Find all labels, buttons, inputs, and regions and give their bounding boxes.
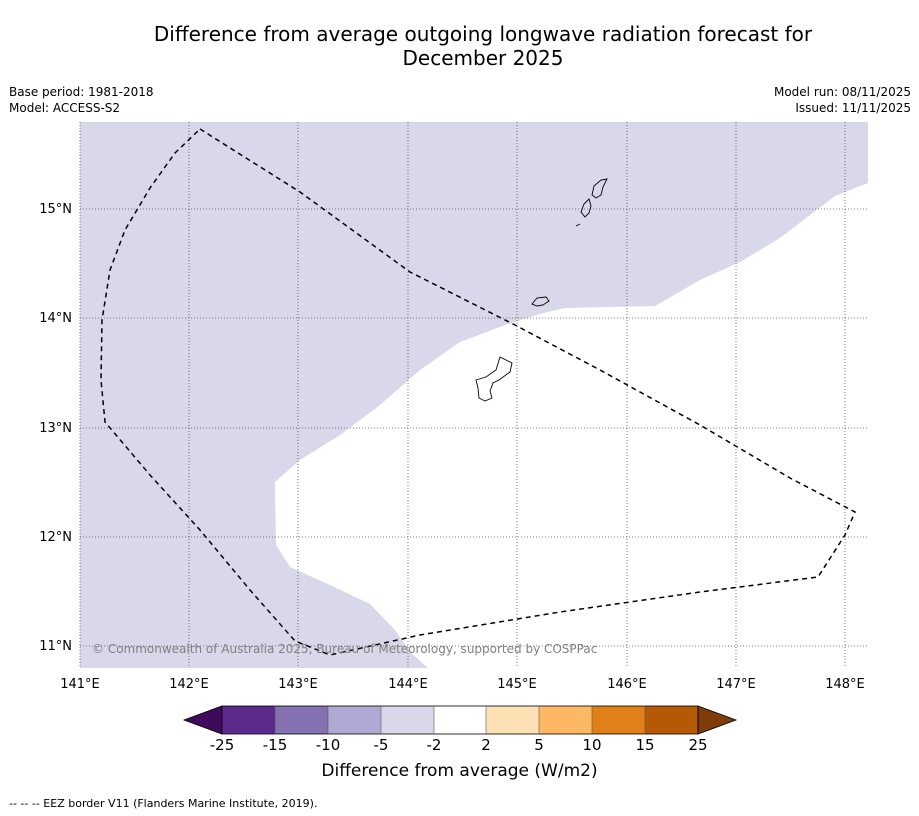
colorbar-label-text: Difference from average (W/m2) [321,761,598,781]
footnote: -- -- -- EEZ border V11 (Flanders Marine… [9,797,318,810]
colorbar-segment [592,706,645,734]
lon-label: 146°E [607,677,647,692]
colorbar-segment [381,706,434,734]
issued-date: Issued: 11/11/2025 [795,101,911,115]
lon-label: 142°E [169,677,209,692]
colorbar-segment [222,706,275,734]
lat-label: 14°N [39,311,72,326]
title-line-1: Difference from average outgoing longwav… [153,22,813,46]
lon-label: 145°E [497,677,537,692]
colorbar-tick: 2 [481,736,491,754]
colorbar-label: Difference from average (W/m2) [0,761,919,781]
model-name: Model: ACCESS-S2 [9,101,121,115]
colorbar-tick: 15 [635,736,655,754]
colorbar-tick: -10 [315,736,341,754]
colorbar-low-arrow [182,705,223,735]
colorbar-tick: -25 [209,736,235,754]
map-panel: © Commonwealth of Australia 2025, Bureau… [79,122,868,668]
colorbar-outline [221,705,699,735]
meta-right: Model run: 08/11/2025 Issued: 11/11/2025 [774,84,911,116]
lat-label: 13°N [39,421,72,436]
colorbar-high-arrow [697,705,738,735]
lon-label: 148°E [825,677,865,692]
lat-labels: 15°N 14°N 13°N 12°N 11°N [39,202,72,654]
colorbar-segment [434,706,486,734]
lat-label: 12°N [39,530,72,545]
gridlines [79,122,868,668]
title-line-2: December 2025 [402,46,564,70]
model-run: Model run: 08/11/2025 [773,85,911,99]
island-tinian [580,198,592,218]
colorbar-segment [539,706,592,734]
colorbar-dividers [274,706,646,734]
colorbar-tick: -2 [426,736,442,754]
island-guam [475,356,513,402]
meta-left: Base period: 1981-2018 Model: ACCESS-S2 [9,84,154,116]
colorbar-segment [275,706,328,734]
map-title: Difference from average outgoing longwav… [0,22,919,70]
colorbar-tick: -5 [373,736,389,754]
colorbar-segment [645,706,698,734]
colorbar-segment [486,706,539,734]
lat-label: 15°N [39,202,72,217]
lon-labels: 141°E 142°E 143°E 144°E 145°E 146°E 147°… [60,677,865,692]
islands [475,178,608,402]
eez-border [100,128,856,656]
island-aguijan [575,223,581,227]
colorbar-tick: -15 [262,736,288,754]
colorbar-segment [328,706,381,734]
base-period: Base period: 1981-2018 [9,85,154,99]
lon-label: 143°E [278,677,318,692]
copyright-text: © Commonwealth of Australia 2025, Bureau… [92,642,597,656]
colorbar-tick: 5 [534,736,544,754]
lon-label: 147°E [716,677,756,692]
lat-label: 11°N [39,639,72,654]
lon-label: 144°E [388,677,428,692]
colorbar [182,705,738,735]
island-saipan [591,178,608,199]
colorbar-tick: 25 [688,736,708,754]
lon-label: 141°E [60,677,100,692]
anomaly-region [80,122,868,668]
colorbar-tick: 10 [582,736,602,754]
island-rota [531,296,550,307]
